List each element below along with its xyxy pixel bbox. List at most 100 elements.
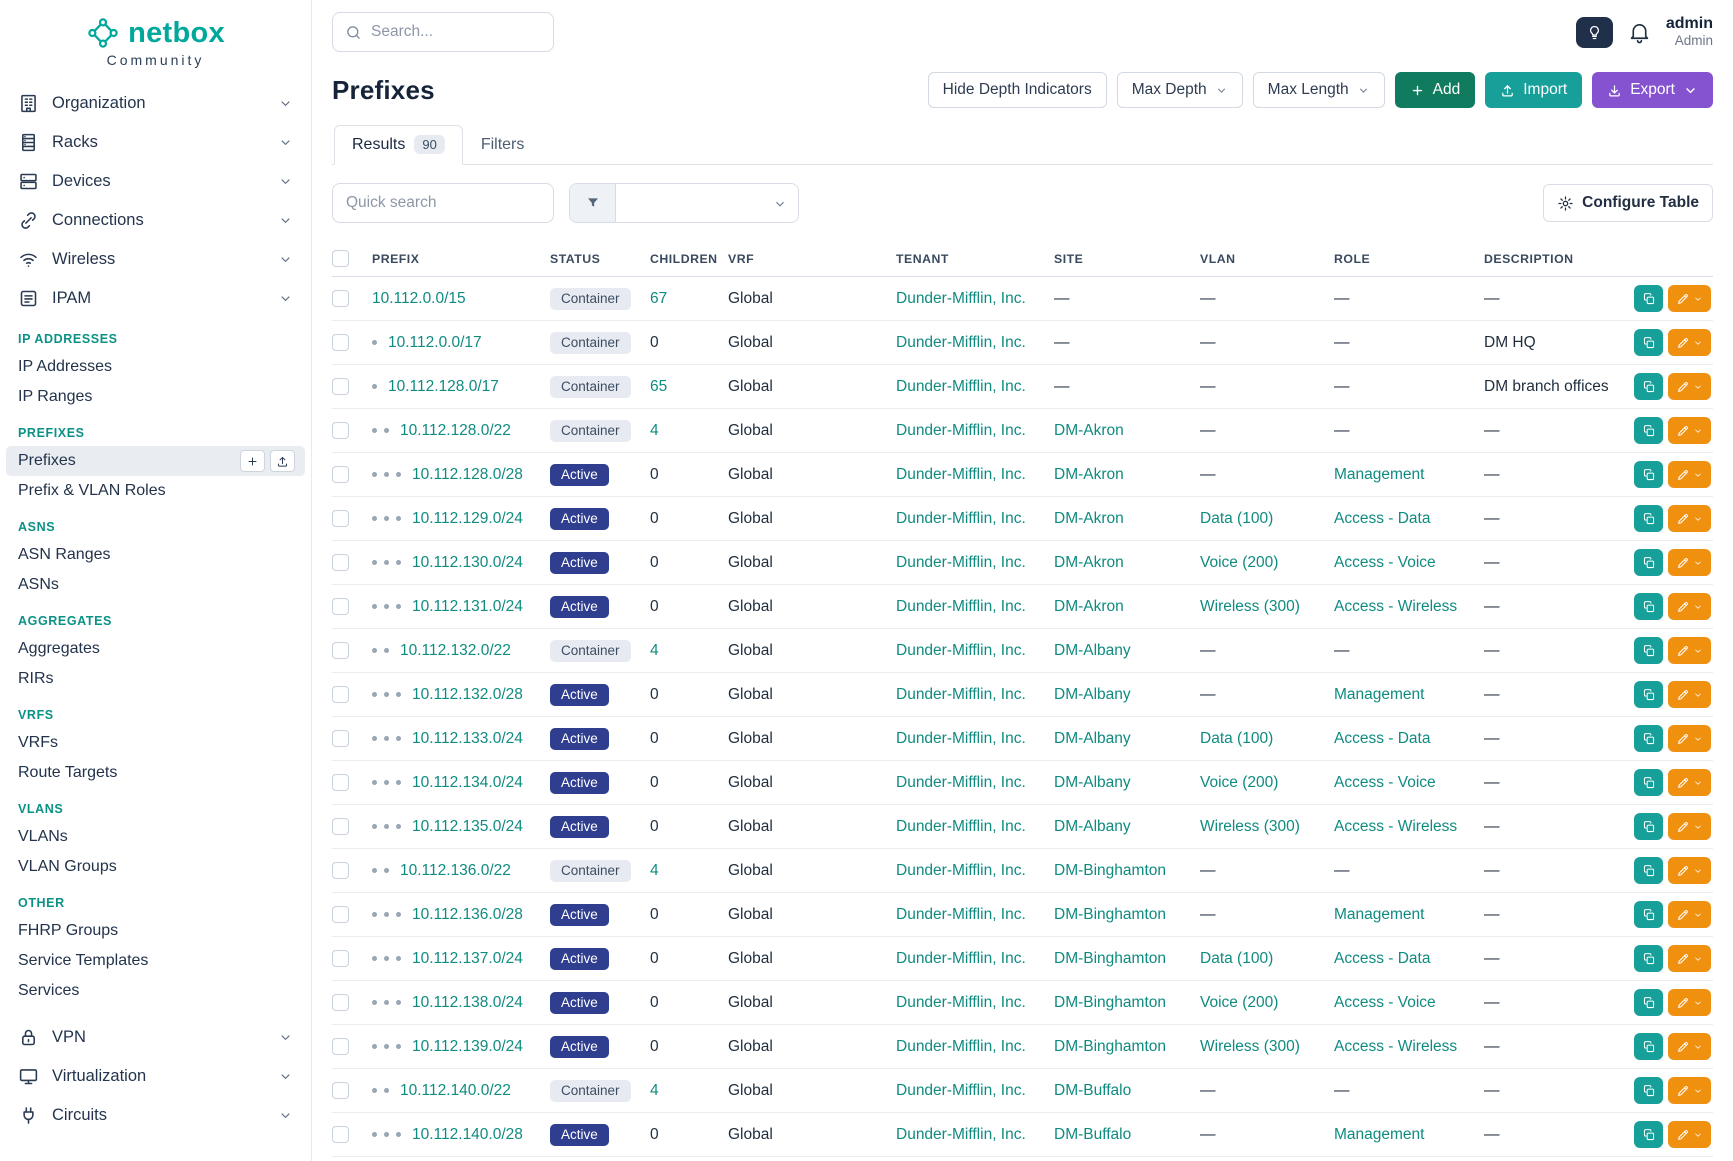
copy-button[interactable] — [1634, 813, 1663, 840]
sidebar-item-ip-ranges[interactable]: IP Ranges — [6, 382, 305, 412]
site-link[interactable]: DM-Albany — [1054, 729, 1131, 747]
site-link[interactable]: DM-Buffalo — [1054, 1081, 1132, 1099]
tab-results[interactable]: Results 90 — [334, 125, 463, 165]
vlan-link[interactable]: Data (100) — [1200, 729, 1274, 747]
edit-button[interactable] — [1668, 637, 1711, 664]
copy-button[interactable] — [1634, 549, 1663, 576]
edit-button[interactable] — [1668, 505, 1711, 532]
row-checkbox[interactable] — [332, 510, 349, 527]
row-checkbox[interactable] — [332, 730, 349, 747]
sidebar-item-services[interactable]: Services — [6, 976, 305, 1006]
copy-button[interactable] — [1634, 1121, 1663, 1148]
brand[interactable]: netbox Community — [0, 12, 311, 76]
sidebar-item-organization[interactable]: Organization — [0, 84, 311, 123]
prefix-link[interactable]: 10.112.136.0/28 — [412, 905, 523, 923]
vlan-link[interactable]: Voice (200) — [1200, 553, 1279, 571]
copy-button[interactable] — [1634, 945, 1663, 972]
prefix-link[interactable]: 10.112.138.0/24 — [412, 993, 523, 1011]
role-link[interactable]: Access - Wireless — [1334, 1037, 1458, 1055]
sidebar-item-fhrp-groups[interactable]: FHRP Groups — [6, 916, 305, 946]
prefix-link[interactable]: 10.112.129.0/24 — [412, 509, 523, 527]
row-checkbox[interactable] — [332, 378, 349, 395]
vlan-link[interactable]: Data (100) — [1200, 949, 1274, 967]
row-checkbox[interactable] — [332, 686, 349, 703]
role-link[interactable]: Access - Voice — [1334, 993, 1436, 1011]
prefix-link[interactable]: 10.112.0.0/17 — [388, 333, 482, 351]
sidebar-item-virtualization[interactable]: Virtualization — [0, 1057, 311, 1096]
export-dropdown[interactable]: Export — [1592, 72, 1713, 108]
tenant-link[interactable]: Dunder-Mifflin, Inc. — [896, 1037, 1026, 1055]
edit-button[interactable] — [1668, 549, 1711, 576]
add-prefix-button[interactable] — [240, 450, 265, 472]
tenant-link[interactable]: Dunder-Mifflin, Inc. — [896, 289, 1026, 307]
tenant-link[interactable]: Dunder-Mifflin, Inc. — [896, 993, 1026, 1011]
children-link[interactable]: 4 — [650, 1081, 659, 1099]
row-checkbox[interactable] — [332, 642, 349, 659]
tenant-link[interactable]: Dunder-Mifflin, Inc. — [896, 509, 1026, 527]
prefix-link[interactable]: 10.112.128.0/17 — [388, 377, 499, 395]
row-checkbox[interactable] — [332, 906, 349, 923]
row-checkbox[interactable] — [332, 334, 349, 351]
row-checkbox[interactable] — [332, 466, 349, 483]
role-link[interactable]: Management — [1334, 1125, 1425, 1143]
copy-button[interactable] — [1634, 725, 1663, 752]
copy-button[interactable] — [1634, 1077, 1663, 1104]
role-link[interactable]: Management — [1334, 465, 1425, 483]
edit-button[interactable] — [1668, 945, 1711, 972]
sidebar-item-devices[interactable]: Devices — [0, 162, 311, 201]
edit-button[interactable] — [1668, 769, 1711, 796]
sidebar-item-vpn[interactable]: VPN — [0, 1018, 311, 1057]
copy-button[interactable] — [1634, 593, 1663, 620]
edit-button[interactable] — [1668, 1077, 1711, 1104]
quick-search-input[interactable] — [332, 183, 554, 223]
import-prefixes-button[interactable] — [270, 450, 295, 472]
select-all-checkbox[interactable] — [332, 250, 349, 267]
max-length-dropdown[interactable]: Max Length — [1252, 72, 1385, 108]
row-checkbox[interactable] — [332, 554, 349, 571]
site-link[interactable]: DM-Albany — [1054, 685, 1131, 703]
prefix-link[interactable]: 10.112.128.0/28 — [412, 465, 523, 483]
vlan-link[interactable]: Voice (200) — [1200, 993, 1279, 1011]
copy-button[interactable] — [1634, 989, 1663, 1016]
copy-button[interactable] — [1634, 681, 1663, 708]
edit-button[interactable] — [1668, 461, 1711, 488]
global-search[interactable] — [332, 12, 554, 52]
role-link[interactable]: Access - Data — [1334, 509, 1431, 527]
max-depth-dropdown[interactable]: Max Depth — [1116, 72, 1243, 108]
site-link[interactable]: DM-Albany — [1054, 817, 1131, 835]
prefix-link[interactable]: 10.112.140.0/22 — [400, 1081, 511, 1099]
role-link[interactable]: Management — [1334, 905, 1425, 923]
copy-button[interactable] — [1634, 329, 1663, 356]
tenant-link[interactable]: Dunder-Mifflin, Inc. — [896, 641, 1026, 659]
filter-button[interactable] — [570, 184, 616, 222]
hide-depth-indicators-button[interactable]: Hide Depth Indicators — [927, 72, 1107, 108]
vlan-link[interactable]: Wireless (300) — [1200, 817, 1300, 835]
copy-button[interactable] — [1634, 857, 1663, 884]
edit-button[interactable] — [1668, 1121, 1711, 1148]
prefix-link[interactable]: 10.112.130.0/24 — [412, 553, 523, 571]
row-checkbox[interactable] — [332, 422, 349, 439]
vlan-link[interactable]: Voice (200) — [1200, 773, 1279, 791]
vlan-link[interactable]: Wireless (300) — [1200, 597, 1300, 615]
role-link[interactable]: Access - Voice — [1334, 773, 1436, 791]
site-link[interactable]: DM-Akron — [1054, 421, 1124, 439]
row-checkbox[interactable] — [332, 994, 349, 1011]
edit-button[interactable] — [1668, 857, 1711, 884]
prefix-link[interactable]: 10.112.134.0/24 — [412, 773, 523, 791]
sidebar-item-wireless[interactable]: Wireless — [0, 240, 311, 279]
copy-button[interactable] — [1634, 769, 1663, 796]
copy-button[interactable] — [1634, 461, 1663, 488]
copy-button[interactable] — [1634, 637, 1663, 664]
sidebar-item-asns[interactable]: ASNs — [6, 570, 305, 600]
tenant-link[interactable]: Dunder-Mifflin, Inc. — [896, 1125, 1026, 1143]
site-link[interactable]: DM-Binghamton — [1054, 949, 1166, 967]
tenant-link[interactable]: Dunder-Mifflin, Inc. — [896, 817, 1026, 835]
row-checkbox[interactable] — [332, 774, 349, 791]
sidebar-item-vlan-groups[interactable]: VLAN Groups — [6, 852, 305, 882]
add-button[interactable]: Add — [1394, 72, 1476, 108]
edit-button[interactable] — [1668, 329, 1711, 356]
row-checkbox[interactable] — [332, 1038, 349, 1055]
theme-toggle-button[interactable] — [1575, 16, 1613, 48]
edit-button[interactable] — [1668, 901, 1711, 928]
prefix-link[interactable]: 10.112.133.0/24 — [412, 729, 523, 747]
